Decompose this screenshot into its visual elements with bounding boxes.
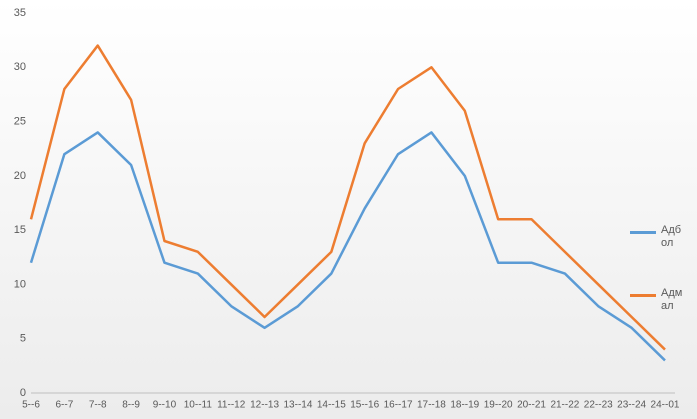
legend-swatch — [630, 231, 656, 234]
x-tick-label: 10--11 — [184, 400, 213, 411]
series-line — [29, 131, 666, 362]
x-tick-label: 15--16 — [350, 400, 379, 411]
x-tick-label: 8--9 — [122, 400, 140, 411]
x-tick-label: 18--19 — [450, 400, 479, 411]
y-tick-label: 5 — [20, 333, 26, 345]
y-tick-label: 0 — [20, 387, 26, 399]
x-tick-label: 23--24 — [617, 400, 646, 411]
series-line — [29, 44, 666, 351]
x-tick-label: 24--01 — [651, 400, 680, 411]
x-tick-label: 16--17 — [384, 400, 413, 411]
y-tick-label: 15 — [14, 224, 26, 236]
x-tick-label: 21--22 — [550, 400, 579, 411]
x-tick-label: 12--13 — [250, 400, 279, 411]
x-tick-label: 14--15 — [317, 400, 346, 411]
x-tick-label: 22--23 — [584, 400, 613, 411]
x-tick-label: 19--20 — [484, 400, 513, 411]
x-tick-label: 13--14 — [283, 400, 312, 411]
x-tick-label: 6--7 — [55, 400, 73, 411]
x-tick-label: 17--18 — [417, 400, 446, 411]
y-tick-label: 30 — [14, 61, 26, 73]
y-tick-label: 25 — [14, 115, 26, 127]
legend-swatch — [630, 294, 656, 297]
y-tick-label: 35 — [14, 7, 26, 19]
y-tick-label: 20 — [14, 170, 26, 182]
x-tick-label: 11--12 — [217, 400, 246, 411]
x-tick-label: 9--10 — [153, 400, 177, 411]
legend-label: Адмал — [661, 287, 683, 312]
x-tick-label: 20--21 — [517, 400, 546, 411]
legend-label: Адбол — [661, 224, 682, 249]
y-tick-label: 10 — [14, 278, 26, 290]
x-tick-label: 7--8 — [89, 400, 107, 411]
x-tick-label: 5--6 — [22, 400, 40, 411]
